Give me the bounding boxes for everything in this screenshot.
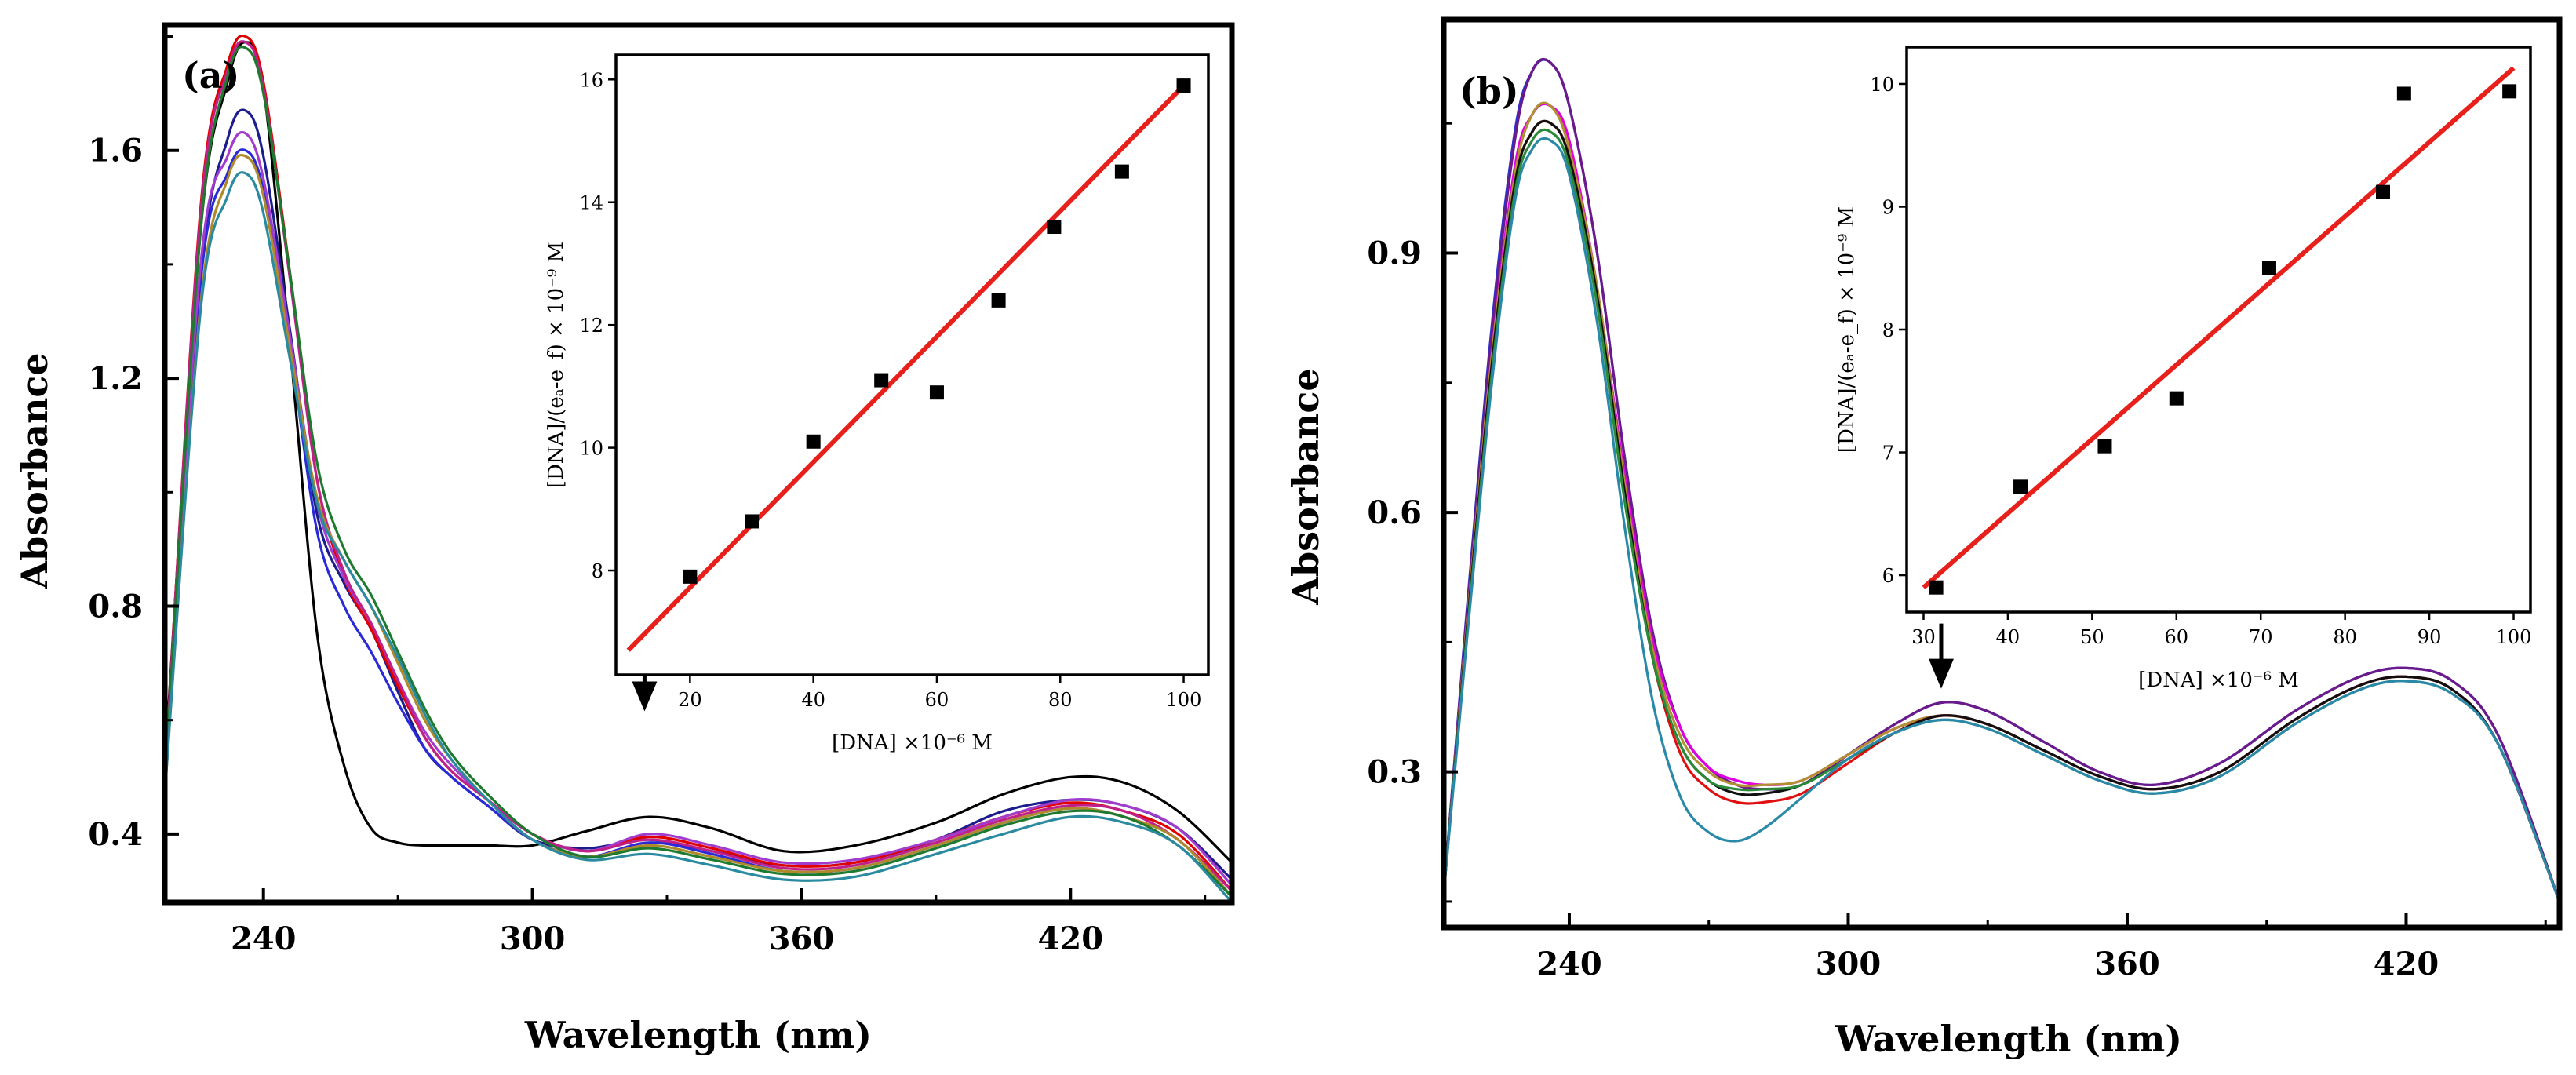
panel-b-label: (b)	[1459, 70, 1519, 112]
panel-b-inset-x-tick-label: 60	[2165, 626, 2189, 648]
panel-a-spectrum-line	[165, 40, 1232, 892]
panel-a-arrow-icon	[632, 681, 658, 712]
panel-a-inset-data-point	[874, 373, 889, 388]
panel-b-arrow-icon	[1928, 658, 1954, 689]
panel-a-x-tick-label: 240	[231, 920, 297, 957]
panel-a-spectrum-line	[165, 41, 1232, 864]
panel-a-inset-y-title: [DNA]/(eₐ-e_f) × 10⁻⁹ M	[545, 242, 568, 488]
panel-a-spectrum-line	[165, 130, 1232, 887]
panel-b-inset-x-tick-label: 40	[1996, 626, 2020, 648]
panel-b-inset-y-tick-label: 9	[1882, 196, 1894, 218]
panel-a-inset-fit-line	[626, 84, 1186, 652]
panel-b-inset-data-point	[2261, 261, 2276, 275]
panel-b-inset-data-point	[1929, 580, 1944, 595]
panel-a-inset-x-tick-label: 40	[801, 689, 825, 711]
panel-a-y-tick-label: 1.2	[88, 360, 143, 397]
panel-a-spectrum-line	[165, 171, 1232, 902]
panel-a-inset-y-tick-label: 16	[579, 69, 603, 91]
panel-b-spectrum-line	[1444, 137, 2560, 902]
panel-a-inset-x-tick-label: 20	[678, 689, 702, 711]
panel-a-inset-x-title: [DNA] ×10⁻⁶ M	[832, 731, 993, 755]
panel-b-inset-data-point	[2502, 84, 2517, 99]
panel-a-inset-y-tick-label: 14	[579, 192, 603, 214]
panel-b-inset-data-point	[2097, 439, 2112, 454]
panel-b-inset-y-tick-label: 8	[1882, 319, 1894, 341]
panel-a-inset-y-tick-label: 10	[579, 438, 603, 460]
panel-a-inset-data-point	[929, 385, 944, 400]
panel-b-x-tick-label: 300	[1816, 946, 1882, 982]
panel-b-x-tick-label: 360	[2094, 946, 2160, 982]
panel-b-y-tick-label: 0.6	[1367, 494, 1422, 531]
panel-a-y-tick-label: 1.6	[88, 133, 143, 169]
panel-a-inset-data-point	[683, 569, 698, 584]
panel-a-y-axis-title: Absorbance	[13, 352, 56, 589]
panel-a-inset-y-tick-label: 12	[579, 315, 603, 337]
panel-b-x-tick-label: 420	[2374, 946, 2439, 982]
panel-b-inset-x-tick-label: 80	[2333, 626, 2357, 648]
panel-a-x-tick-label: 420	[1038, 920, 1104, 957]
panel-a-inset-data-point	[806, 434, 821, 449]
panel-a-x-axis-title: Wavelength (nm)	[524, 1014, 872, 1056]
panel-a-inset-data-point	[991, 293, 1006, 308]
panel-b-inset-x-title: [DNA] ×10⁻⁶ M	[2138, 669, 2299, 692]
panel-b-inset: 30 40 50 60 70 80 90 100 6 7 8 9 10 [DNA] ×10⁻⁶ M [D…	[1835, 46, 2532, 692]
panel-a-inset-x-tick-label: 80	[1048, 689, 1073, 711]
panel-a-label: (a)	[182, 54, 239, 97]
panel-a-inset-x-tick-label: 100	[1166, 689, 1202, 711]
panel-b-inset-fit-line	[1922, 66, 2516, 589]
panel-b-inset-y-tick-label: 7	[1882, 443, 1894, 465]
panel-b-inset-y-tick-label: 6	[1882, 565, 1894, 587]
panel-a-inset-data-point	[1176, 78, 1191, 93]
panel-b-inset-x-tick-label: 50	[2080, 626, 2104, 648]
panel-b-y-tick-label: 0.9	[1367, 235, 1422, 272]
panel-b-inset-data-point	[2396, 86, 2411, 101]
panel-b-spectrum-line	[1444, 119, 2560, 902]
panel-a-inset: 20 40 60 80 100 8 10 12 14 16 [DNA] ×10⁻⁶ M [DNA]…	[545, 53, 1210, 755]
panel-a-inset-data-point	[1114, 164, 1129, 179]
panel-b-x-tick-label: 240	[1536, 946, 1602, 982]
panel-a-inset-y-tick-label: 8	[592, 560, 603, 582]
panel-a: 240 300 360 420 0.4 0.8 1.2 1.6 (a) Wavelength …	[13, 22, 1235, 1056]
panel-b-inset-data-point	[2375, 184, 2390, 199]
panel-a-y-tick-label: 0.8	[88, 588, 143, 625]
panel-a-inset-data-point	[745, 514, 760, 529]
panel-b-inset-y-tick-label: 10	[1870, 74, 1894, 96]
panel-a-y-tick-label: 0.4	[88, 816, 143, 853]
panel-b-inset-x-tick-label: 90	[2418, 626, 2442, 648]
panel-b-inset-x-tick-label: 30	[1911, 626, 1936, 648]
panel-b: 240 300 360 420 0.3 0.6 0.9 (b) Wavelength (nm…	[1284, 16, 2563, 1060]
panel-a-x-tick-label: 300	[500, 920, 566, 957]
panel-b-inset-x-tick-label: 70	[2249, 626, 2273, 648]
panel-a-inset-x-tick-label: 60	[925, 689, 949, 711]
panel-b-y-tick-label: 0.3	[1367, 754, 1422, 791]
panel-a-inset-data-point	[1047, 220, 1062, 235]
panel-a-spectrum-line	[165, 46, 1232, 898]
panel-b-x-axis-title: Wavelength (nm)	[1835, 1018, 2182, 1060]
panel-b-inset-data-point	[2169, 391, 2184, 406]
panel-b-y-axis-title: Absorbance	[1284, 368, 1327, 605]
panel-a-x-tick-label: 360	[769, 920, 835, 957]
panel-b-inset-y-title: [DNA]/(eₐ-e_f) × 10⁻⁹ M	[1835, 206, 1859, 453]
panel-b-inset-data-point	[2013, 479, 2028, 494]
panel-b-inset-x-tick-label: 100	[2496, 626, 2532, 648]
